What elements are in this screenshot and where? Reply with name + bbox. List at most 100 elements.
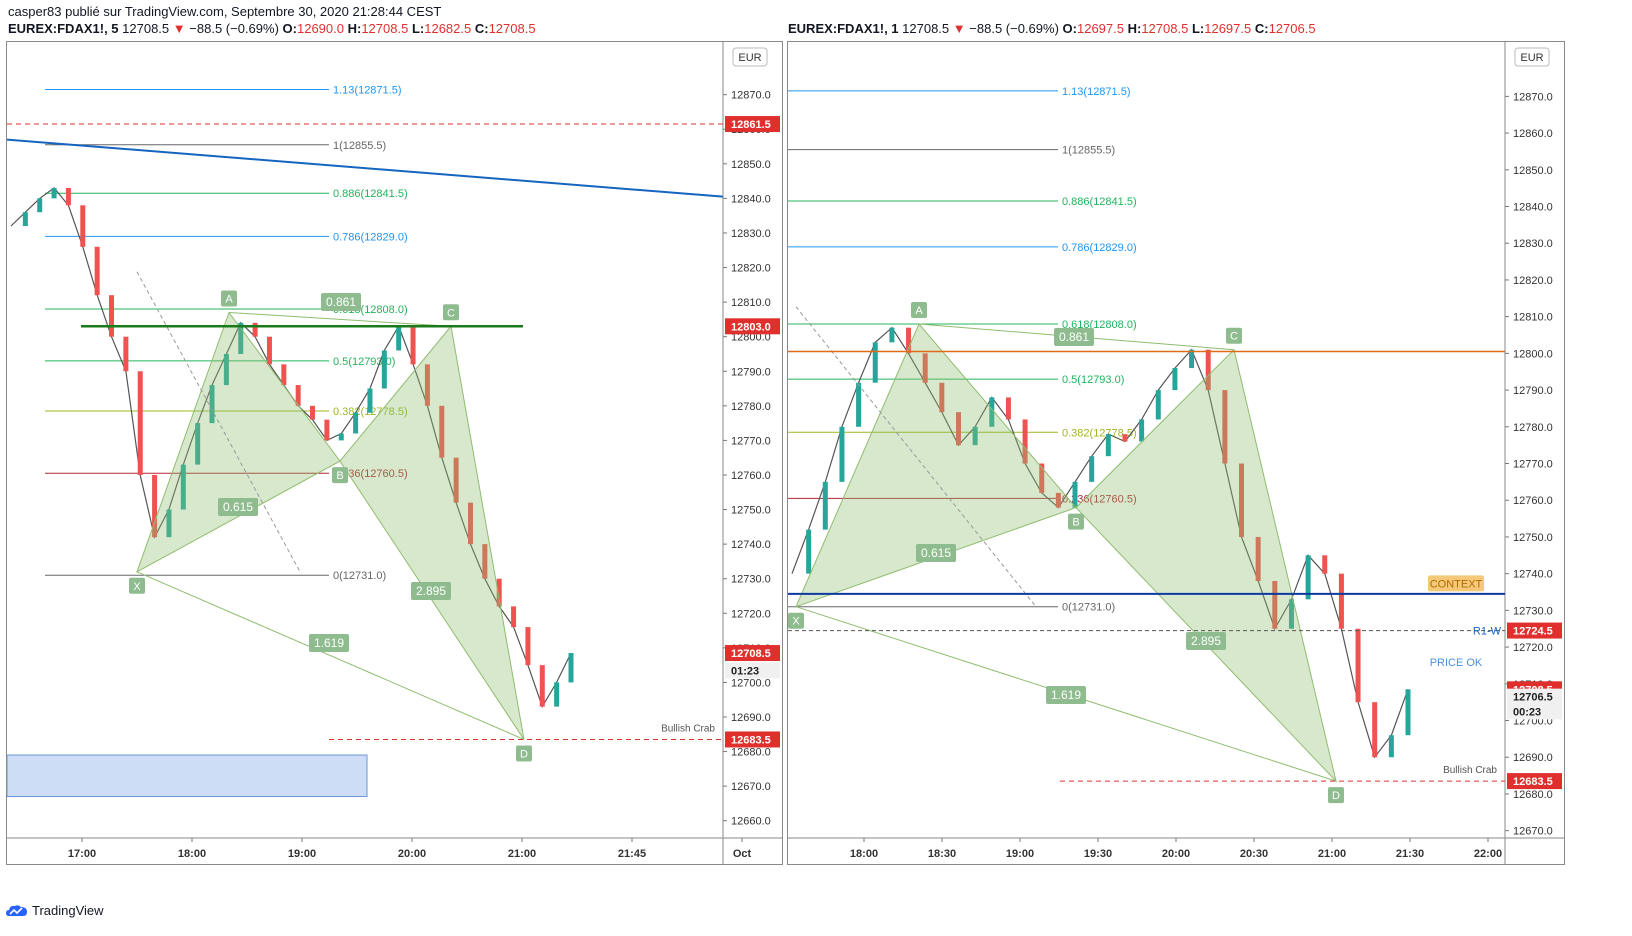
price-candle <box>310 405 316 420</box>
price-candle <box>839 426 845 482</box>
price-tag-label: 12708.5 <box>731 648 771 660</box>
pattern-point-badge <box>911 302 927 318</box>
fib-level-label: 0.786(12829.0) <box>1062 242 1137 254</box>
fib-level-label: 0.382(12778.5) <box>1062 427 1137 439</box>
price-candle <box>511 606 517 628</box>
h-label: H: <box>347 21 362 36</box>
x-tick-label: 17:00 <box>68 848 96 860</box>
price-candle <box>1222 390 1228 464</box>
y-tick-label: 12860.0 <box>1513 128 1553 140</box>
left-legend: EUREX:FDAX1!, 5 12708.5 ▼ −88.5 (−0.69%)… <box>8 21 536 36</box>
price-candle <box>972 426 978 446</box>
publisher-line: casper83 publié sur TradingView.com, Sep… <box>8 4 441 19</box>
ratio-label: 0.861 <box>1059 330 1089 344</box>
pattern-point-badge <box>1226 327 1242 344</box>
y-tick-label: 12680.0 <box>1513 789 1553 801</box>
pattern-annotation: Bullish Crab <box>661 723 715 734</box>
x-tick-label: 21:30 <box>1396 848 1424 860</box>
right-symbol[interactable]: EUREX:FDAX1!, 1 <box>788 21 899 36</box>
price-ok-label: PRICE OK <box>1430 657 1483 669</box>
y-tick-label: 12690.0 <box>731 712 771 724</box>
price-candle <box>822 481 828 530</box>
c-label: C: <box>1254 21 1269 36</box>
y-tick-label: 12830.0 <box>731 228 771 240</box>
pattern-point-badge <box>1068 513 1084 530</box>
price-tag-label: 12683.5 <box>731 734 771 746</box>
tradingview-cloud-icon <box>6 904 27 916</box>
price-candle <box>1055 492 1061 508</box>
y-tick-label: 12790.0 <box>1513 385 1553 397</box>
price-candle <box>525 627 531 666</box>
currency-label: EUR <box>738 52 761 64</box>
currency-label: EUR <box>1520 52 1543 64</box>
price-candle <box>295 385 301 406</box>
y-tick-label: 12750.0 <box>731 505 771 517</box>
price-candle <box>137 371 143 475</box>
price-candle <box>1288 599 1294 629</box>
price-series-line <box>791 326 1409 759</box>
price-candle <box>252 322 258 337</box>
left-last: 12708.5 <box>122 21 170 36</box>
left-high: 12708.5 <box>361 21 409 36</box>
price-candle <box>353 412 359 434</box>
left-chart-panel[interactable]: EUR12870.012860.012850.012840.012830.012… <box>6 41 783 878</box>
price-candle <box>396 326 402 351</box>
price-candle <box>439 405 445 458</box>
price-tag-label: 01:23 <box>731 665 759 677</box>
c-label: C: <box>474 21 489 36</box>
price-candle <box>1172 368 1178 391</box>
fib-level-label: 1.13(12871.5) <box>333 84 402 96</box>
price-tag-label: 12706.5 <box>1513 692 1553 704</box>
y-tick-label: 12820.0 <box>1513 275 1553 287</box>
fib-level-label: 0.5(12793.0) <box>1062 374 1124 386</box>
right-chart-panel[interactable]: EUR 12870.0 12860.0 12850.0 12840.0 12830.0 12… <box>787 41 1565 878</box>
price-candle <box>1372 702 1378 758</box>
pattern-point-badge <box>1328 787 1344 804</box>
pattern-ac-line <box>228 311 452 327</box>
y-tick-label: 12830.0 <box>1513 238 1553 250</box>
price-tag-box <box>725 318 780 335</box>
price-candle <box>381 350 387 389</box>
right-high: 12708.5 <box>1141 21 1189 36</box>
right-legend: EUREX:FDAX1!, 1 12708.5 ▼ −88.5 (−0.69%)… <box>788 21 1316 36</box>
left-symbol[interactable]: EUREX:FDAX1!, 5 <box>8 21 119 36</box>
y-tick-label: 12810.0 <box>731 297 771 309</box>
x-tick-label: 21:00 <box>1318 848 1346 860</box>
price-tag-box <box>725 645 780 662</box>
fib-level-label: 0.5(12793.0) <box>333 356 395 368</box>
ratio-label: 2.895 <box>416 584 446 598</box>
price-candle <box>806 529 812 574</box>
left-low: 12682.5 <box>424 21 472 36</box>
price-candle <box>367 388 373 413</box>
y-tick-label: 12780.0 <box>731 401 771 413</box>
x-tick-label: 21:00 <box>508 848 536 860</box>
y-tick-label: 12660.0 <box>731 816 771 828</box>
price-candle <box>324 419 330 441</box>
y-tick-label: 12760.0 <box>731 470 771 482</box>
tradingview-logo[interactable]: TradingView <box>6 903 104 918</box>
price-candle <box>554 682 560 707</box>
y-tick-label: 12840.0 <box>1513 202 1553 214</box>
h-label: H: <box>1127 21 1142 36</box>
y-tick-label: 12770.0 <box>1513 459 1553 471</box>
price-candle <box>906 327 912 354</box>
price-candle <box>872 342 878 383</box>
left-chart-svg[interactable]: EUR12870.012860.012850.012840.012830.012… <box>6 42 782 878</box>
pattern-xd-line <box>136 571 525 740</box>
price-candle <box>1005 397 1011 420</box>
y-tick-label: 12770.0 <box>731 435 771 447</box>
left-change: −88.5 (−0.69%) <box>189 21 279 36</box>
ratio-badge <box>411 582 451 600</box>
y-tick-label: 12730.0 <box>731 574 771 586</box>
price-tag-box <box>1507 622 1562 639</box>
left-open: 12690.0 <box>296 21 344 36</box>
harmonic-pattern-triangle <box>339 325 525 740</box>
price-candle <box>22 212 28 227</box>
price-candle <box>1405 689 1411 736</box>
right-chart-svg[interactable]: EUR 12870.0 12860.0 12850.0 12840.0 12830.0 12… <box>788 42 1564 878</box>
fib-level-label: 1(12855.5) <box>1062 145 1115 157</box>
price-candle <box>1388 735 1394 758</box>
y-tick-label: 12810.0 <box>1513 312 1553 324</box>
y-tick-label: 12800.0 <box>1513 348 1553 360</box>
price-candle <box>467 502 473 545</box>
